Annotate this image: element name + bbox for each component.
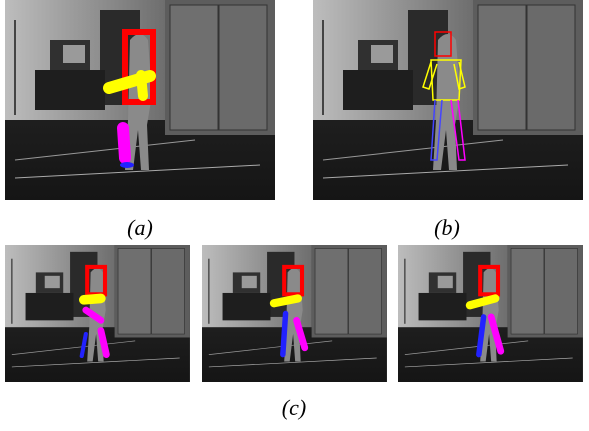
panel-c2-image xyxy=(202,245,387,382)
panel-c3-image xyxy=(398,245,583,382)
panel-b-image xyxy=(313,0,583,200)
panel-label: (b) xyxy=(434,215,460,240)
panel-c1-image xyxy=(5,245,190,382)
panel-label: (c) xyxy=(282,395,306,420)
figure: (a) (b) (c) xyxy=(0,0,589,431)
panel-a-image xyxy=(5,0,275,200)
panel-label: (a) xyxy=(127,215,153,240)
